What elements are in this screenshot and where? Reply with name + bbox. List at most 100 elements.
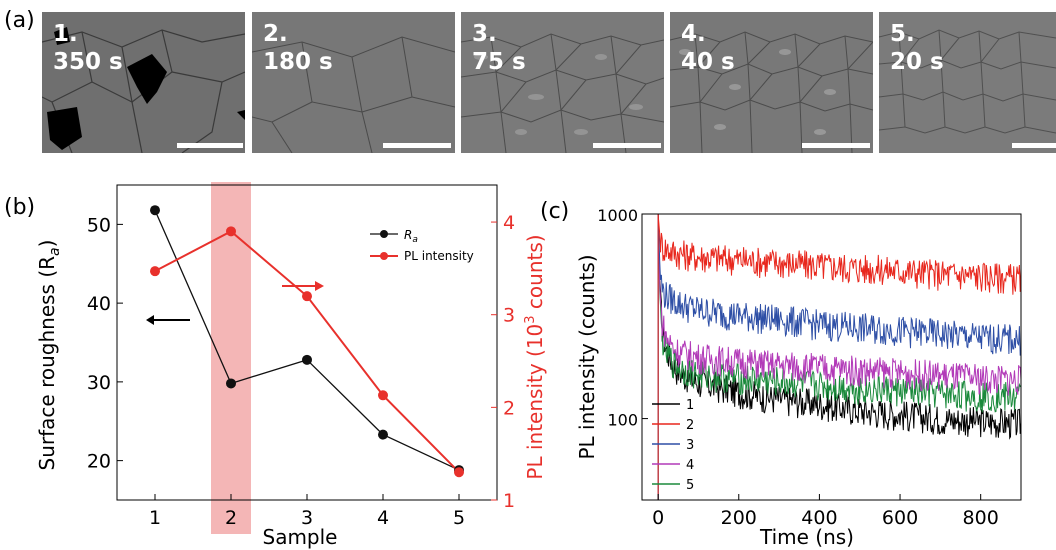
sem-time-5: 20 s [890,49,944,75]
sem-texture-2 [252,12,455,153]
right-tick-label: 2 [503,397,515,419]
sem-num-1: 1. [53,21,78,47]
legend-item-pl: PL intensity [370,249,474,263]
left-axis-title-sub: a [47,247,63,256]
legend-ra-name: R [404,228,412,242]
left-axis-title-end: ) [35,240,59,248]
legend-c: 1 2 3 4 5 [652,398,694,493]
plot-frame-c [641,213,1022,501]
scale-bar-4 [802,143,870,148]
ra-point [150,205,160,216]
sem-image-1: 1. 350 s [42,12,245,153]
sem-time-2: 180 s [263,49,333,75]
x-tick-label: 3 [301,507,313,529]
sem-caption-1: 1. 350 s [53,20,123,76]
right-axis-title-end: counts) [523,234,547,315]
x-tick-label: 1 [149,507,161,529]
x-tick-label-c: 600 [882,507,918,529]
sem-num-3: 3. [472,21,497,47]
sem-num-2: 2. [263,21,288,47]
decay-line-2 [657,213,1022,295]
sem-time-1: 350 s [53,49,123,75]
right-axis-title-sup: 3 [523,315,538,323]
legend-label-1: 1 [686,398,694,413]
decay-line-4 [657,213,1022,396]
sem-caption-5: 5. 20 s [890,20,944,76]
right-axis-title: PL intensity (103 counts) [523,234,547,479]
panel-b-label: (b) [4,195,35,220]
sem-image-5: 5. 20 s [879,12,1056,153]
x-tick-label: 5 [453,507,465,529]
legend-pl-name: PL intensity [404,249,474,263]
legend-label-5: 5 [686,478,694,493]
legend-b: Ra PL intensity [370,228,474,263]
left-tick-label: 50 [87,214,111,236]
pl-point [378,390,388,401]
sem-num-4: 4. [681,21,706,47]
scale-bar-5 [1012,143,1056,148]
x-axis-title: Sample [263,525,338,549]
panel-a-label: (a) [4,8,35,33]
left-arrow [146,315,190,325]
decay-line-5 [657,213,1022,413]
sem-time-3: 75 s [472,49,526,75]
x-tick-label-c: 800 [963,507,999,529]
sem-texture-4 [670,12,873,153]
legend-ra-sub: a [412,235,418,245]
x-axis-ticks: 1 2 3 4 5 [149,494,465,529]
pl-point [302,291,312,302]
left-tick-label: 20 [87,451,111,473]
sem-image-4: 4. 40 s [670,12,873,153]
y-tick-label-c: 100 [607,411,638,430]
right-axis-ticks: 1 2 3 4 [491,212,515,512]
sem-caption-3: 3. 75 s [472,20,526,76]
legend-item-ra: Ra [370,228,418,245]
highlight-band [211,182,251,534]
sem-time-4: 40 s [681,49,735,75]
pl-point [454,467,464,478]
right-axis-title-main: PL intensity (10 [523,324,547,480]
y-axis-title-c: PL intensity (counts) [575,254,599,459]
svg-text:Ra: Ra [404,228,418,245]
pl-point [150,266,160,277]
scale-bar-3 [593,143,661,148]
x-axis-ticks-c: 0 200 400 600 800 [652,494,999,529]
x-tick-label: 2 [225,507,237,529]
sem-image-3: 3. 75 s [461,12,664,153]
x-tick-label: 4 [377,507,389,529]
x-axis-title-c: Time (ns) [759,525,854,549]
left-axis-ticks: 20 30 40 50 [87,214,123,473]
sem-caption-4: 4. 40 s [681,20,735,76]
legend-label-4: 4 [686,458,694,473]
series-layer-c [657,213,1022,500]
pl-point [226,226,236,237]
ra-point [302,354,312,365]
y-axis-ticks-c: 100 1000 [597,206,648,430]
scale-bar-1 [177,143,243,148]
legend-label-2: 2 [686,418,694,433]
left-axis-title-main: Surface roughness (R [35,256,59,471]
ra-point [226,378,236,389]
pl-line [154,230,460,473]
right-tick-label: 1 [503,490,515,512]
x-tick-label-c: 0 [652,507,664,529]
left-tick-label: 30 [87,372,111,394]
decay-line-1 [657,213,1022,440]
left-axis-title: Surface roughness (Ra) [35,240,63,471]
legend-label-3: 3 [686,438,694,453]
left-tick-label: 40 [87,293,111,315]
sem-image-2: 2. 180 s [252,12,455,153]
decay-line-3 [657,213,1022,356]
right-tick-label: 4 [503,212,515,234]
y-tick-label-c: 1000 [597,206,638,225]
scale-bar-2 [383,143,451,148]
right-arrow [282,281,324,291]
sem-texture-5 [879,12,1056,153]
sem-texture-1 [42,12,245,153]
ra-point [378,429,388,440]
sem-texture-3 [461,12,664,153]
chart-b: (b) 20 30 40 50 1 2 3 4 1 2 3 4 5 Sample Surface r… [4,182,547,549]
series-layer [150,205,464,478]
x-tick-label-c: 400 [801,507,837,529]
sem-num-5: 5. [890,21,915,47]
